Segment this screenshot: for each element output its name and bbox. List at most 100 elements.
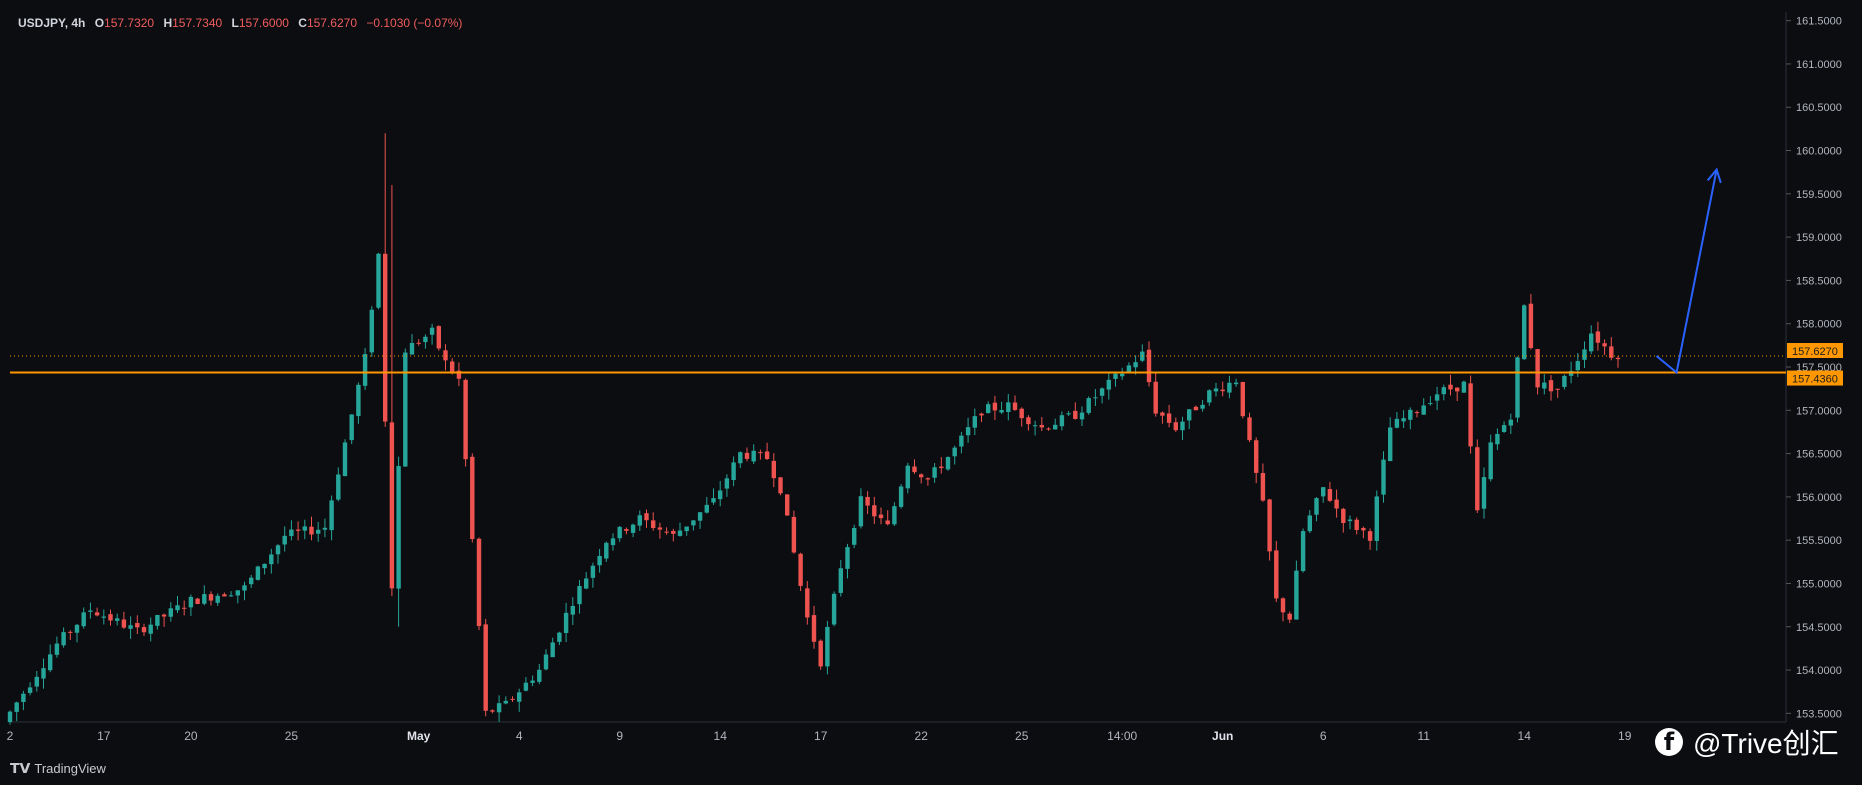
candle-body <box>1615 357 1621 360</box>
candle-body <box>892 506 897 525</box>
candle-body <box>74 624 80 633</box>
candle-body <box>1032 425 1038 427</box>
candle-body <box>718 490 723 500</box>
tradingview-brand: TradingView <box>34 761 106 776</box>
candle-body <box>1321 487 1326 497</box>
candle-body <box>1481 477 1487 509</box>
candle-body <box>1026 417 1031 425</box>
candle-body <box>637 515 642 526</box>
candle-body <box>1133 362 1138 368</box>
candle-body <box>1113 373 1118 379</box>
price-tick-label: 154.5000 <box>1796 622 1842 634</box>
candle-body <box>48 654 53 671</box>
candle-body <box>610 538 616 546</box>
candle-body <box>135 623 140 628</box>
candle-body <box>1354 519 1359 530</box>
tradingview-logo[interactable]: 𝗧𝗩 TradingView <box>10 760 106 777</box>
candle-body <box>919 474 924 478</box>
candle-body <box>54 643 60 655</box>
candle-body <box>1254 440 1259 473</box>
candle-body <box>329 500 334 531</box>
candle-body <box>369 309 374 353</box>
time-tick-label: 4 <box>516 729 523 743</box>
candle-body <box>1334 499 1339 509</box>
candle-body <box>952 447 957 457</box>
time-tick-label: 22 <box>915 729 929 743</box>
candle-body <box>1220 389 1225 392</box>
candle-body <box>302 526 307 531</box>
candle-body <box>349 414 354 441</box>
candle-body <box>1562 375 1567 387</box>
candle-body <box>1428 403 1433 405</box>
candle-body <box>161 614 167 617</box>
candle-body <box>188 596 194 608</box>
open-label: O <box>94 16 105 30</box>
price-tick-label: 161.5000 <box>1796 16 1842 28</box>
candle-body <box>235 590 240 596</box>
candle-body <box>14 702 19 712</box>
candle-body <box>818 640 823 667</box>
candle-body <box>115 618 120 621</box>
candle-body <box>295 529 301 531</box>
time-tick-label: 11 <box>1417 729 1430 743</box>
candle-body <box>1421 405 1426 415</box>
candle-body <box>1542 382 1547 389</box>
candle-body <box>81 612 86 627</box>
facebook-icon: f <box>1655 728 1683 756</box>
projection-arrow-head <box>1706 167 1722 184</box>
candle-body <box>362 354 368 386</box>
candle-body <box>1086 398 1091 413</box>
candle-body <box>758 452 763 454</box>
candle-body <box>791 516 797 553</box>
price-tick-label: 155.5000 <box>1796 535 1842 547</box>
price-label-text: 157.4360 <box>1792 374 1838 386</box>
projection-arrow <box>1655 169 1718 375</box>
candle-body <box>101 616 106 618</box>
time-tick-label: 19 <box>1618 729 1632 743</box>
candle-body <box>456 370 462 379</box>
candle-body <box>885 520 890 525</box>
candle-body <box>811 615 817 642</box>
time-tick-label: 25 <box>285 729 299 743</box>
price-label-text: 157.6270 <box>1792 346 1838 358</box>
candle-body <box>322 527 328 530</box>
candle-body <box>664 531 669 533</box>
price-tick-label: 156.5000 <box>1796 449 1842 461</box>
candle-body <box>724 478 730 489</box>
candle-body <box>1548 380 1554 392</box>
candle-body <box>704 504 709 513</box>
candle-body <box>463 379 468 460</box>
candle-body <box>1213 388 1219 392</box>
time-tick-label: Jun <box>1212 729 1233 743</box>
candle-body <box>1595 331 1601 343</box>
candle-body <box>1522 305 1527 360</box>
candle-body <box>979 413 984 416</box>
candle-body <box>939 466 944 469</box>
candle-body <box>94 612 100 616</box>
candle-body <box>195 598 200 604</box>
low-label: L <box>231 16 239 30</box>
candle-body <box>1401 418 1406 422</box>
candle-body <box>1247 417 1252 441</box>
candle-body <box>88 610 93 612</box>
candle-body <box>1280 598 1286 613</box>
candle-body <box>168 608 173 617</box>
candle-body <box>999 410 1004 413</box>
candle-body <box>342 442 348 477</box>
candle-body <box>852 528 857 545</box>
candle-body <box>34 676 39 687</box>
candle-body <box>7 711 13 723</box>
candle-body <box>27 687 33 693</box>
candle-body <box>510 698 515 700</box>
candle-body <box>1006 402 1011 413</box>
price-tick-label: 158.5000 <box>1796 275 1842 287</box>
candle-body <box>1327 489 1333 501</box>
candle-body <box>751 450 756 462</box>
candle-body <box>1066 413 1071 415</box>
candle-body <box>202 594 207 604</box>
candle-body <box>1274 550 1279 599</box>
candle-body <box>1381 459 1386 495</box>
candle-body <box>490 710 495 712</box>
candle-body <box>1160 412 1165 416</box>
